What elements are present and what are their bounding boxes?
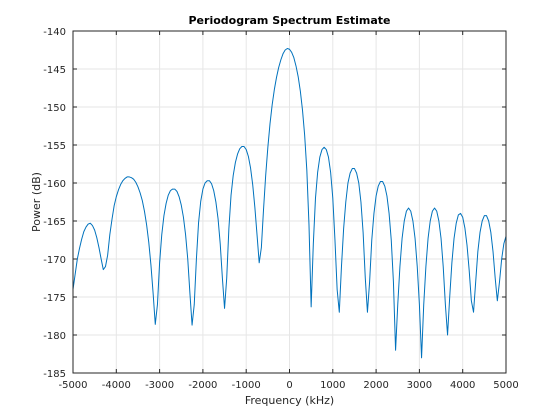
y-tick-label: -145 — [43, 65, 66, 76]
y-tick-label: -140 — [43, 27, 66, 38]
x-tick-label: 4000 — [450, 380, 475, 391]
y-tick-label: -185 — [43, 369, 66, 380]
x-tick-label: 2000 — [363, 380, 388, 391]
x-tick-label: 1000 — [320, 380, 345, 391]
y-tick-label: -165 — [43, 217, 66, 228]
y-tick-label: -170 — [43, 255, 66, 266]
y-tick-label: -150 — [43, 103, 66, 114]
x-tick-label: -2000 — [188, 380, 217, 391]
x-tick-label: -3000 — [145, 380, 174, 391]
x-tick-label: -5000 — [58, 380, 87, 391]
x-tick-label: 5000 — [493, 380, 518, 391]
y-tick-label: -160 — [43, 179, 66, 190]
y-tick-label: -155 — [43, 141, 66, 152]
ticks-group: -5000 -4000 -3000 -2000 -1000 0 1000 2000 3000 40… — [43, 27, 518, 391]
series-line — [72, 47, 507, 359]
x-tick-label: 0 — [286, 380, 292, 391]
grid-group — [72, 30, 507, 374]
series-group — [72, 47, 507, 359]
chart-title: Periodogram Spectrum Estimate — [189, 14, 391, 27]
x-tick-label: 3000 — [407, 380, 432, 391]
x-tick-label: -4000 — [102, 380, 131, 391]
x-axis-label: Frequency (kHz) — [245, 394, 334, 407]
y-axis-label: Power (dB) — [30, 172, 43, 232]
y-tick-label: -175 — [43, 293, 66, 304]
y-tick-label: -180 — [43, 331, 66, 342]
x-tick-label: -1000 — [232, 380, 261, 391]
